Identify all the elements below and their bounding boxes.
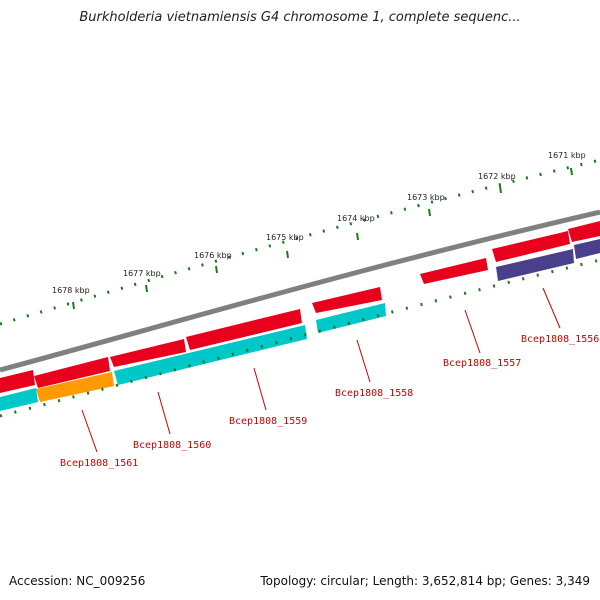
gene-cyan-1558: [316, 303, 386, 333]
reverse-genes: [0, 239, 600, 411]
map-title: Burkholderia vietnamiensis G4 chromosome…: [79, 10, 521, 25]
gene-red-5: [312, 287, 382, 313]
leader-lines: [81, 287, 561, 453]
gene-cyan-1560-1559: [114, 325, 307, 385]
kbp-label-1675: 1675 kbp: [266, 233, 304, 242]
gene-label-1557: Bcep1808_1557: [443, 358, 521, 369]
gene-red-8: [568, 221, 600, 242]
gene-red-2: [34, 357, 110, 388]
ruler-dots: [0, 158, 600, 326]
gene-label-1556: Bcep1808_1556: [521, 334, 599, 345]
kbp-label-1677: 1677 kbp: [123, 269, 161, 278]
gene-red-4: [186, 309, 302, 350]
chromosome-backbone: [0, 209, 600, 373]
gene-red-6: [420, 258, 488, 284]
genome-summary-text: Topology: circular; Length: 3,652,814 bp…: [260, 574, 590, 588]
gene-cyan-1: [0, 388, 38, 411]
kbp-label-1676: 1676 kbp: [194, 251, 232, 260]
forward-genes: [0, 221, 600, 393]
kbp-label-1673: 1673 kbp: [407, 193, 445, 202]
gene-purple-1556: [496, 249, 574, 281]
kbp-label-1671: 1671 kbp: [548, 151, 586, 160]
inner-dots: [0, 258, 600, 418]
gene-label-1558: Bcep1808_1558: [335, 388, 413, 399]
gene-red-1: [0, 370, 35, 393]
gene-label-1559: Bcep1808_1559: [229, 416, 307, 427]
kbp-ruler: [0, 158, 600, 326]
gene-orange-1561: [36, 372, 114, 402]
gene-label-1561: Bcep1808_1561: [60, 458, 138, 469]
accession-text: Accession: NC_009256: [9, 574, 146, 588]
gene-red-7: [492, 231, 570, 262]
gene-label-1560: Bcep1808_1560: [133, 440, 211, 451]
gene-red-3: [110, 339, 186, 367]
kbp-label-1672: 1672 kbp: [478, 172, 516, 181]
kbp-label-1678: 1678 kbp: [52, 286, 90, 295]
gene-purple-2: [574, 239, 600, 259]
major-ticks: [72, 167, 573, 310]
kbp-label-1674: 1674 kbp: [337, 214, 375, 223]
